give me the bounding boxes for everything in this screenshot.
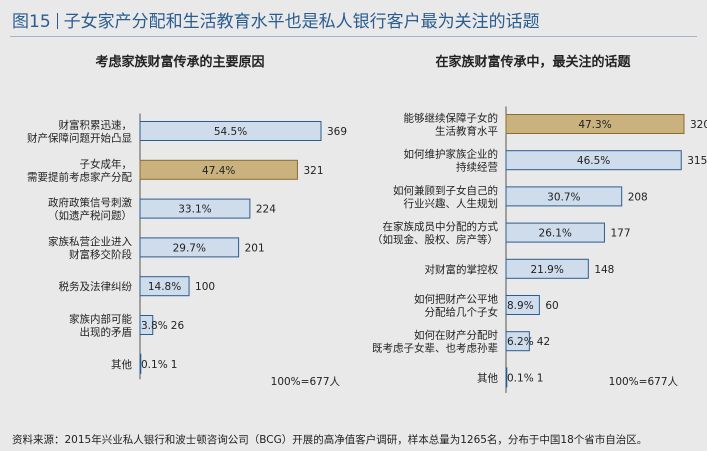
category-label: 如何在财产分配时 [414, 329, 498, 342]
category-label: 税务及法律纠纷 [59, 280, 133, 293]
bar [139, 121, 322, 141]
category-label: 其他 [111, 358, 132, 371]
figure-title-text: 子女家产分配和生活教育水平也是私人银行客户最为关注的话题 [63, 12, 540, 32]
category-label: （如遗产税问题） [48, 209, 132, 222]
topics-chart: 在家族财富传承中，最关注的话题能够继续保障子女的 生活教育水平 47.3% 320 如何… [353, 40, 707, 399]
category-label: （如现金、股权、房产等） [372, 233, 498, 246]
percent-label: 30.7% [547, 191, 580, 203]
percent-label: 47.3% [578, 119, 611, 131]
chart-title: 在家族财富传承中，最关注的话题 [435, 54, 631, 70]
bar-highlight [139, 159, 298, 180]
reasons-chart: 考虑家族财富传承的主要原因财富积累迅速， 财产保障问题开始凸显 54.5% 369 子女… [0, 40, 353, 399]
category-label: 财富移交阶段 [69, 248, 132, 261]
bar [505, 258, 589, 279]
percent-label: 8.9% [507, 300, 534, 312]
category-label: 家族私营企业进入 [48, 235, 132, 248]
category-label: 能够继续保障子女的 [404, 112, 499, 125]
category-label: 如何把财产公平地 [414, 293, 498, 306]
category-label: 既考虑子女辈、也考虑孙辈 [372, 342, 498, 355]
percent-label: 3.8% [141, 320, 168, 332]
value-label: 201 [245, 242, 265, 254]
sample-note: 100%=677人 [271, 376, 341, 388]
bar-highlight [505, 114, 685, 134]
percent-label: 54.5% [214, 126, 247, 138]
bar [505, 295, 540, 315]
title-divider [56, 13, 58, 29]
category-label: 持续经营 [456, 161, 498, 174]
percent-label: 26.1% [539, 228, 572, 240]
bar [139, 353, 142, 374]
value-label: 42 [537, 336, 550, 348]
category-label: 政府政策信号刺激 [48, 196, 132, 209]
percent-label: 47.4% [202, 165, 235, 177]
bar [505, 222, 605, 243]
bar [505, 186, 623, 207]
bar [505, 367, 508, 388]
category-label: 财产保障问题开始凸显 [27, 132, 132, 145]
value-label: 369 [327, 126, 347, 138]
source-note: 资料来源：2015年兴业私人银行和波士顿咨询公司（BCG）开展的高净值客户调研，… [12, 434, 648, 446]
category-label: 其他 [477, 371, 498, 384]
percent-label: 0.1% [507, 372, 534, 384]
value-label: 224 [256, 204, 276, 216]
category-label: 如何兼顾到子女自己的 [393, 184, 498, 197]
category-label: 财富积累迅速， [59, 119, 133, 132]
value-label: 1 [171, 359, 178, 371]
value-label: 60 [545, 300, 558, 312]
percent-label: 33.1% [178, 204, 211, 216]
category-label: 需要提前考虑家产分配 [27, 170, 132, 183]
value-label: 320 [690, 119, 707, 131]
value-label: 1 [537, 372, 544, 384]
category-label: 对财富的掌控权 [425, 263, 499, 276]
figure-label: 图15 [12, 12, 51, 32]
category-label: 出现的矛盾 [80, 326, 133, 339]
percent-label: 29.7% [173, 242, 206, 254]
category-label: 家族内部可能 [69, 313, 132, 326]
percent-label: 6.2% [507, 336, 534, 348]
title-rule [10, 36, 697, 37]
bar [505, 150, 682, 171]
category-label: 子女成年， [80, 157, 133, 170]
category-label: 生活教育水平 [435, 125, 498, 138]
value-label: 100 [195, 281, 215, 293]
percent-label: 21.9% [530, 264, 563, 276]
bar [139, 237, 240, 258]
value-label: 26 [171, 320, 185, 332]
category-label: 行业兴趣、人生规划 [404, 197, 499, 210]
category-label: 在家族成员中分配的方式 [383, 220, 499, 233]
value-label: 208 [628, 191, 648, 203]
value-label: 177 [610, 228, 630, 240]
value-label: 148 [594, 264, 614, 276]
bar [139, 315, 154, 335]
category-label: 如何维护家族企业的 [404, 148, 499, 161]
value-label: 321 [303, 165, 323, 177]
bar [139, 276, 190, 297]
category-label: 分配给几个子女 [425, 306, 499, 319]
bar [139, 198, 251, 219]
chart-title: 考虑家族财富传承的主要原因 [95, 54, 264, 70]
percent-label: 14.8% [148, 281, 181, 293]
percent-label: 0.1% [141, 359, 168, 371]
figure-title: 图15 子女家产分配和生活教育水平也是私人银行客户最为关注的话题 [12, 7, 540, 32]
sample-note: 100%=677人 [609, 376, 679, 388]
bar [505, 331, 530, 352]
percent-label: 46.5% [577, 155, 610, 167]
value-label: 315 [687, 155, 707, 167]
